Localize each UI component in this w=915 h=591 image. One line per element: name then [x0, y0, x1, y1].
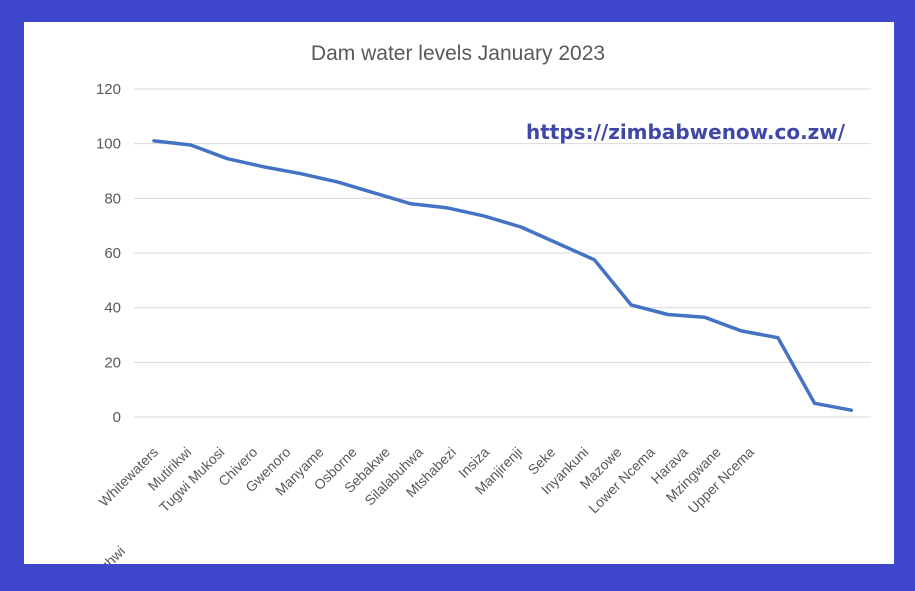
y-tick-label: 20: [104, 354, 121, 371]
series-line: [152, 139, 854, 412]
gridlines: [134, 88, 871, 418]
line-chart: Dam water levels January 2023 0 20 40 60 80 1…: [83, 42, 871, 564]
y-tick-label: 60: [104, 245, 121, 262]
y-tick-label: 40: [104, 300, 121, 317]
y-tick-label: 80: [104, 190, 121, 207]
y-tick-label: 100: [96, 136, 121, 153]
watermark-url: https://zimbabwenow.co.zw/: [526, 120, 846, 144]
chart-panel: Dam water levels January 2023 0 20 40 60 80 1…: [24, 22, 894, 564]
x-axis-ticks: MuzhwiWhitewatersMutirikwiTugwi MukosiCh…: [83, 444, 757, 564]
y-tick-label: 120: [96, 81, 121, 98]
y-axis-ticks: 0 20 40 60 80 100 120: [96, 81, 121, 426]
x-tick-label: Muzhwi: [83, 543, 128, 564]
chart-title: Dam water levels January 2023: [311, 42, 605, 65]
y-tick-label: 0: [113, 409, 121, 426]
